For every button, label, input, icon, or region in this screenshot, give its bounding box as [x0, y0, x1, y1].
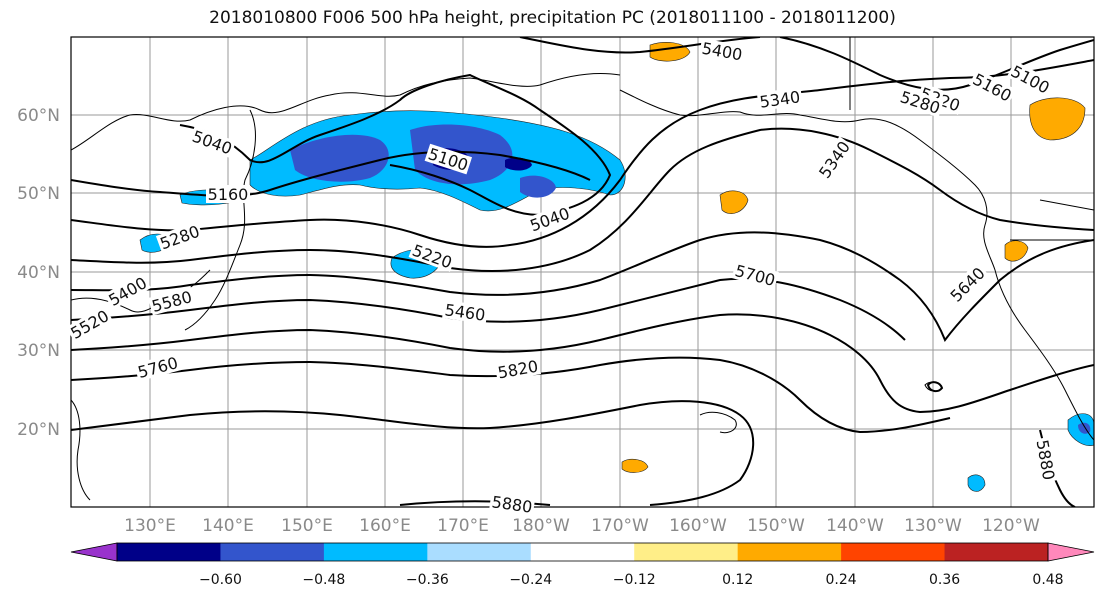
contour-label-bg — [731, 260, 779, 290]
colorbar: −0.60 −0.48 −0.36 −0.24 −0.12 0.12 0.24 0.36 0.4… — [70, 542, 1095, 588]
colorbar-segment — [530, 543, 635, 561]
colorbar-segment — [841, 543, 946, 561]
positive-precip-region — [719, 190, 749, 214]
colorbar-tick-label: −0.36 — [406, 572, 449, 588]
colorbar-border — [116, 542, 1049, 562]
contour-label-bg — [188, 126, 237, 159]
colorbar-tick-label: −0.24 — [509, 572, 552, 588]
colorbar-segment — [737, 543, 842, 561]
contour-label-bg — [525, 203, 574, 236]
contour-label-text: 5160 — [208, 185, 249, 204]
negative-precip-region — [967, 474, 986, 492]
height-contours — [71, 37, 1094, 507]
contour-label-bg — [408, 240, 457, 273]
contour-label: 5160 — [206, 185, 250, 204]
longitude-labels: 130°E 140°E 150°E 160°E 170°E 180°W 170°W 160°W… — [124, 516, 1040, 536]
contour-label-bg — [424, 143, 473, 175]
contour-label-bg — [155, 221, 204, 254]
contour-label-bg — [945, 262, 990, 307]
contour-label-bg — [1033, 436, 1059, 484]
positive-precip-region — [621, 458, 649, 473]
lon-label: 160°E — [359, 516, 411, 536]
lat-label: 30°N — [17, 341, 60, 361]
colorbar-segment — [427, 543, 532, 561]
colorbar-extend-right — [1047, 542, 1095, 562]
colorbar-tick-label: 0.36 — [929, 572, 960, 588]
positive-precip-region — [1004, 240, 1029, 262]
contour-label-bg — [442, 300, 489, 324]
contour-label-bg — [103, 272, 152, 310]
contour-label-bg — [65, 305, 114, 343]
lon-label: 150°W — [747, 516, 805, 536]
colorbar-tick-label: 0.48 — [1032, 572, 1063, 588]
colorbar-segment — [634, 543, 739, 561]
contour-label: 5820 — [494, 356, 542, 382]
colorbar-segment — [117, 543, 221, 561]
colorbar-tick-label: 0.24 — [826, 572, 857, 588]
lat-label: 60°N — [17, 106, 60, 126]
latitude-labels: 60°N 50°N 40°N 30°N 20°N — [17, 106, 60, 440]
colorbar-tick-label: −0.60 — [199, 572, 242, 588]
lon-label: 120°W — [982, 516, 1040, 536]
map-border — [70, 36, 1095, 508]
lat-label: 20°N — [17, 420, 60, 440]
map-title: 2018010800 F006 500 hPa height, precipit… — [209, 8, 896, 28]
lon-label: 140°W — [826, 516, 884, 536]
negative-precip-region — [290, 134, 389, 182]
lat-label: 50°N — [17, 184, 60, 204]
contour-label-bg — [698, 38, 746, 64]
contour-label-bg — [968, 68, 1017, 106]
lon-label: 130°W — [904, 516, 962, 536]
contour-label-bg — [814, 136, 855, 183]
contour-label-bg — [206, 185, 250, 203]
lon-label: 170°E — [437, 516, 489, 536]
contour-labels: 5400534051605100522052805040510050405160… — [65, 38, 1059, 517]
contour-label-bg — [148, 286, 196, 316]
contour-label-bg — [756, 87, 803, 111]
contour-label-bg — [916, 83, 965, 116]
colorbar-segment — [944, 543, 1049, 561]
lon-label: 130°E — [124, 516, 176, 536]
contour-label-bg — [1006, 60, 1055, 98]
contour-label-bg — [494, 356, 542, 382]
contour-label-bg — [489, 492, 536, 516]
contour-label-bg — [134, 352, 182, 382]
colorbar-tick-label: −0.48 — [302, 572, 345, 588]
lon-label: 180°W — [512, 516, 570, 536]
colorbar-extend-left — [70, 542, 118, 562]
lon-label: 150°E — [281, 516, 333, 536]
positive-precip-region — [1029, 97, 1086, 141]
colorbar-segment — [323, 543, 428, 561]
negative-precip-region — [520, 175, 556, 198]
colorbar-segment — [220, 543, 325, 561]
colorbar-tick-label: −0.12 — [613, 572, 656, 588]
lon-label: 170°W — [591, 516, 649, 536]
lat-label: 40°N — [17, 263, 60, 283]
lon-label: 160°W — [669, 516, 727, 536]
contour-label-bg — [896, 86, 945, 118]
lon-label: 140°E — [202, 516, 254, 536]
colorbar-tick-label: 0.12 — [722, 572, 753, 588]
